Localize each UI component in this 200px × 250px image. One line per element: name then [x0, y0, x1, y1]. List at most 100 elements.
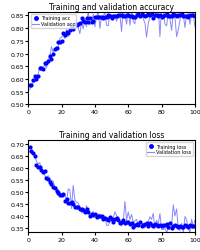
Point: [83, 210, 86, 214]
Point: [104, 16, 108, 20]
Point: [80, 16, 83, 20]
Point: [128, 15, 131, 19]
Point: [66, 201, 69, 205]
Point: [146, 13, 149, 17]
Point: [89, 21, 93, 25]
Point: [164, 13, 167, 17]
Point: [149, 13, 152, 17]
Point: [99, 214, 103, 218]
Point: [143, 15, 146, 19]
Legend: Training loss, Validation loss: Training loss, Validation loss: [145, 142, 192, 156]
Point: [91, 20, 94, 24]
Point: [46, 178, 50, 182]
Point: [138, 14, 141, 18]
Point: [118, 221, 121, 225]
Point: [177, 14, 181, 18]
Point: [60, 40, 63, 44]
Point: [66, 32, 69, 36]
Point: [148, 222, 151, 226]
Point: [41, 68, 45, 72]
Point: [88, 214, 91, 218]
Point: [154, 223, 157, 227]
Point: [111, 220, 114, 224]
Point: [113, 218, 116, 222]
Point: [161, 224, 164, 228]
Point: [129, 14, 133, 18]
Point: [123, 221, 126, 225]
Point: [33, 155, 36, 159]
Point: [149, 223, 152, 227]
Point: [133, 16, 136, 20]
Point: [61, 192, 64, 196]
Point: [73, 23, 76, 27]
Point: [94, 215, 98, 219]
Point: [124, 14, 128, 18]
Point: [123, 15, 126, 19]
Point: [93, 212, 96, 216]
Point: [163, 14, 166, 18]
Point: [139, 13, 142, 17]
Point: [50, 58, 53, 62]
Point: [177, 224, 181, 228]
Point: [88, 17, 91, 21]
Point: [154, 14, 157, 18]
Point: [35, 77, 38, 81]
Point: [141, 14, 144, 18]
Point: [56, 41, 59, 45]
Point: [144, 221, 147, 225]
Point: [86, 20, 89, 24]
Point: [98, 214, 101, 218]
Point: [134, 14, 138, 18]
Point: [31, 151, 35, 155]
Point: [50, 182, 53, 186]
Point: [43, 170, 46, 174]
Point: [78, 208, 81, 212]
Point: [121, 16, 124, 20]
Point: [191, 14, 194, 18]
Point: [109, 217, 113, 221]
Point: [53, 48, 56, 52]
Point: [81, 208, 84, 212]
Point: [30, 149, 33, 153]
Point: [45, 176, 48, 180]
Point: [189, 224, 192, 228]
Point: [181, 15, 184, 19]
Point: [36, 75, 40, 79]
Point: [108, 15, 111, 19]
Point: [114, 16, 118, 20]
Point: [36, 166, 40, 170]
Point: [45, 62, 48, 66]
Point: [53, 186, 56, 190]
Point: [161, 14, 164, 18]
Point: [33, 74, 36, 78]
Point: [158, 223, 161, 227]
Point: [35, 164, 38, 168]
Point: [76, 22, 79, 26]
Point: [128, 222, 131, 226]
Point: [158, 14, 161, 18]
Point: [172, 224, 176, 228]
Point: [126, 14, 129, 18]
Point: [55, 190, 58, 194]
Point: [60, 194, 63, 198]
Point: [192, 14, 196, 18]
Point: [139, 224, 142, 228]
Point: [78, 22, 81, 26]
Point: [179, 225, 182, 229]
Point: [163, 223, 166, 227]
Point: [148, 14, 151, 18]
Point: [119, 220, 123, 224]
Point: [184, 224, 187, 228]
Point: [56, 191, 59, 195]
Point: [156, 224, 159, 228]
Point: [70, 26, 73, 30]
Point: [103, 16, 106, 20]
Point: [151, 17, 154, 21]
Point: [38, 67, 41, 71]
Point: [93, 16, 96, 20]
Point: [31, 79, 35, 83]
Point: [179, 13, 182, 17]
Point: [68, 29, 71, 33]
Point: [75, 24, 78, 28]
Point: [41, 170, 45, 174]
